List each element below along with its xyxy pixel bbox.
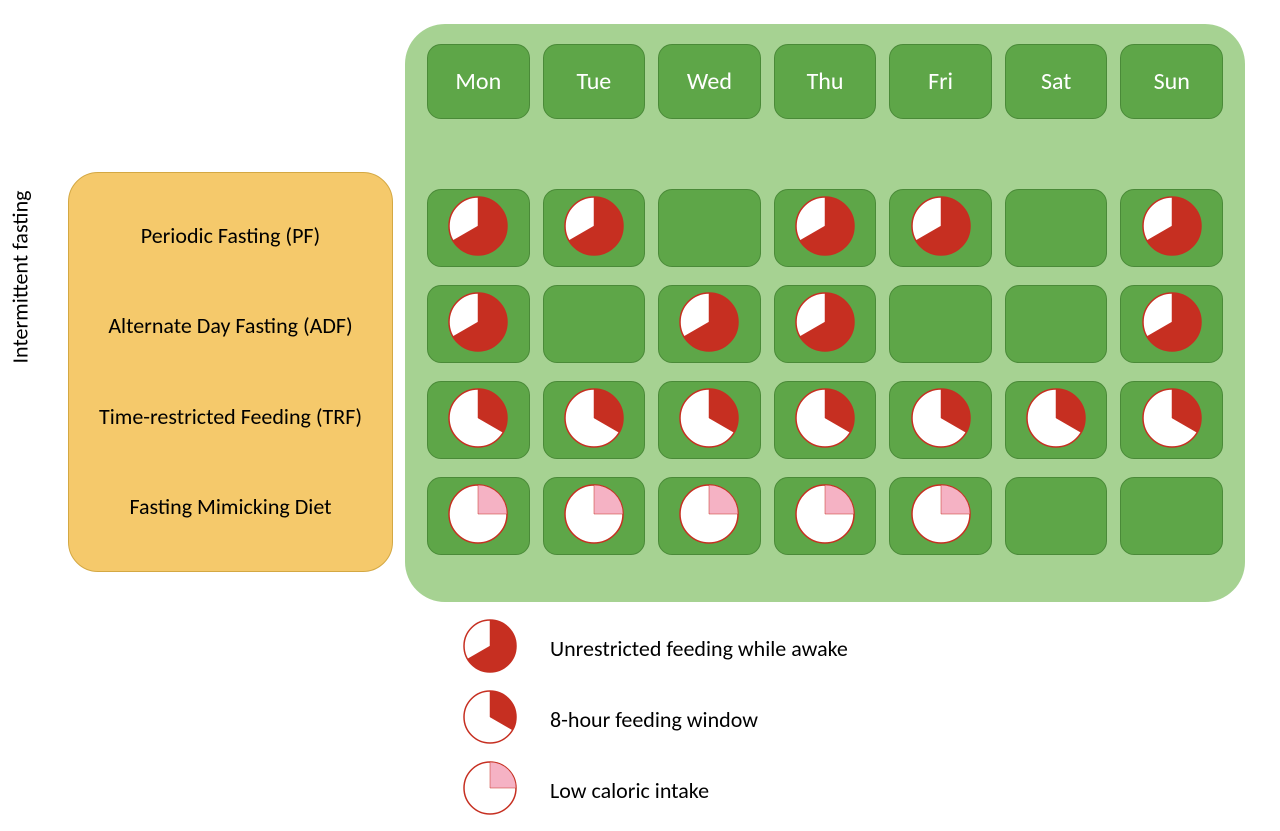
category-pf: Periodic Fasting (PF) (79, 222, 382, 251)
low-pie-icon (447, 483, 509, 550)
day-header-sat: Sat (1005, 44, 1108, 119)
grid-container (427, 189, 1223, 555)
grid-cell (774, 381, 877, 459)
grid-cell (658, 189, 761, 267)
days-header-row: MonTueWedThuFriSatSun (427, 44, 1223, 119)
legend-label: 8-hour feeding window (550, 706, 758, 733)
category-adf: Alternate Day Fasting (ADF) (79, 312, 382, 341)
category-trf: Time-restricted Feeding (TRF) (79, 403, 382, 432)
grid-cell (543, 285, 646, 363)
unrestricted-pie-icon (794, 195, 856, 262)
grid-cell (774, 189, 877, 267)
unrestricted-pie-icon (678, 291, 740, 358)
grid-cell (774, 477, 877, 555)
eight-pie-icon (1141, 387, 1203, 454)
grid-cell (543, 381, 646, 459)
legend-label: Unrestricted feeding while awake (550, 635, 848, 662)
day-header-mon: Mon (427, 44, 530, 119)
low-pie-icon (563, 483, 625, 550)
eight-pie-icon (462, 689, 518, 750)
day-header-thu: Thu (774, 44, 877, 119)
fasting-diagram: Intermittent fasting Periodic Fasting (P… (0, 0, 1280, 823)
grid-cell (1005, 285, 1108, 363)
grid-cell (889, 477, 992, 555)
unrestricted-pie-icon (794, 291, 856, 358)
unrestricted-pie-icon (563, 195, 625, 262)
grid-cell (543, 477, 646, 555)
day-header-tue: Tue (543, 44, 646, 119)
grid-row (427, 381, 1223, 459)
grid-row (427, 285, 1223, 363)
grid-cell (658, 477, 761, 555)
grid-cell (1120, 285, 1223, 363)
low-pie-icon (794, 483, 856, 550)
categories-box: Periodic Fasting (PF) Alternate Day Fast… (68, 172, 393, 572)
eight-pie-icon (447, 387, 509, 454)
unrestricted-pie-icon (1141, 195, 1203, 262)
eight-pie-icon (910, 387, 972, 454)
low-pie-icon (462, 760, 518, 821)
grid-cell (889, 285, 992, 363)
legend-label: Low caloric intake (550, 777, 709, 804)
grid-cell (1120, 477, 1223, 555)
grid-cell (1120, 189, 1223, 267)
eight-pie-icon (678, 387, 740, 454)
low-pie-icon (678, 483, 740, 550)
unrestricted-pie-icon (447, 291, 509, 358)
grid-cell (1005, 189, 1108, 267)
eight-pie-icon (563, 387, 625, 454)
category-fmd: Fasting Mimicking Diet (79, 493, 382, 522)
eight-pie-icon (1025, 387, 1087, 454)
eight-pie-icon (794, 387, 856, 454)
unrestricted-pie-icon (910, 195, 972, 262)
legend-item: Unrestricted feeding while awake (462, 618, 848, 679)
grid-cell (427, 189, 530, 267)
grid-cell (1005, 381, 1108, 459)
grid-cell (774, 285, 877, 363)
grid-cell (658, 285, 761, 363)
grid-cell (889, 189, 992, 267)
day-header-sun: Sun (1120, 44, 1223, 119)
side-label: Intermittent fasting (7, 191, 34, 364)
grid-cell (1120, 381, 1223, 459)
grid-cell (427, 477, 530, 555)
unrestricted-pie-icon (1141, 291, 1203, 358)
legend-item: Low caloric intake (462, 760, 848, 821)
day-header-wed: Wed (658, 44, 761, 119)
legend-item: 8-hour feeding window (462, 689, 848, 750)
grid-cell (1005, 477, 1108, 555)
grid-row (427, 477, 1223, 555)
grid-cell (427, 381, 530, 459)
day-header-fri: Fri (889, 44, 992, 119)
legend: Unrestricted feeding while awake 8-hour … (462, 618, 848, 831)
grid-row (427, 189, 1223, 267)
unrestricted-pie-icon (447, 195, 509, 262)
grid-cell (889, 381, 992, 459)
grid-cell (543, 189, 646, 267)
grid-cell (427, 285, 530, 363)
calendar-box: MonTueWedThuFriSatSun (405, 24, 1245, 602)
grid-cell (658, 381, 761, 459)
unrestricted-pie-icon (462, 618, 518, 679)
low-pie-icon (910, 483, 972, 550)
